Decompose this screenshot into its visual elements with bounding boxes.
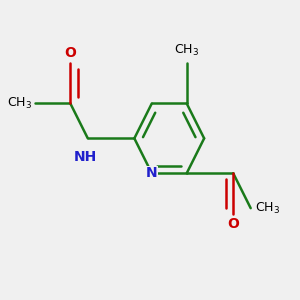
- Text: CH$_3$: CH$_3$: [255, 201, 280, 216]
- Text: N: N: [146, 166, 158, 180]
- Text: O: O: [64, 46, 76, 60]
- Text: O: O: [227, 217, 239, 231]
- Text: NH: NH: [73, 150, 97, 164]
- Text: CH$_3$: CH$_3$: [8, 96, 32, 111]
- Text: CH$_3$: CH$_3$: [174, 43, 199, 58]
